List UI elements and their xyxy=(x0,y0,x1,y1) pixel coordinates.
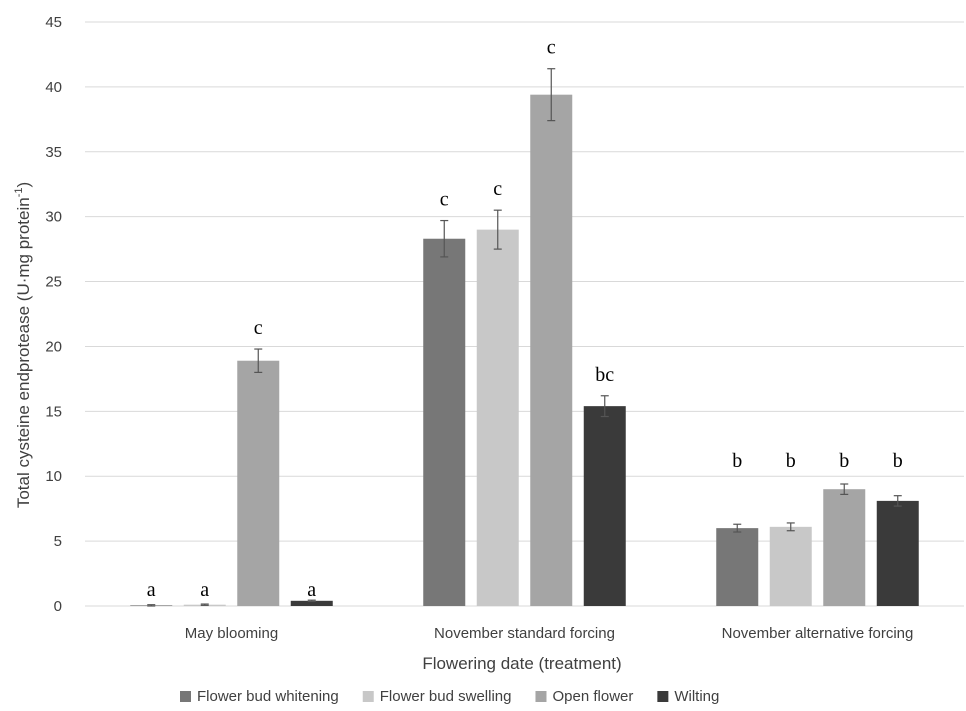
significance-label: a xyxy=(147,579,156,601)
significance-label: bc xyxy=(595,364,614,386)
bar xyxy=(823,489,866,606)
x-axis-title: Flowering date (treatment) xyxy=(422,654,621,673)
significance-label: b xyxy=(893,450,903,472)
bars: a a c a c c c bc b b b b xyxy=(130,37,919,607)
y-tick-label: 35 xyxy=(45,144,62,161)
legend-label: Flower bud swelling xyxy=(380,688,512,705)
significance-label: c xyxy=(493,178,502,200)
gridlines xyxy=(85,21,964,607)
significance-label: c xyxy=(547,37,556,59)
significance-label: b xyxy=(732,450,742,472)
y-tick-label: 10 xyxy=(45,468,62,485)
significance-label: a xyxy=(200,579,209,601)
y-tick-label: 5 xyxy=(54,533,62,550)
y-tick-label: 40 xyxy=(45,79,62,96)
bar xyxy=(237,360,280,606)
legend-label: Flower bud whitening xyxy=(197,688,339,705)
y-tick-label: 30 xyxy=(45,209,62,226)
legend: Flower bud whitening Flower bud swelling O… xyxy=(180,688,719,705)
significance-label: c xyxy=(440,189,449,211)
significance-label: b xyxy=(786,450,796,472)
y-axis-title: Total cysteine endprotease (U·mg protein… xyxy=(13,182,33,508)
legend-swatch xyxy=(362,691,374,702)
x-category-label: November standard forcing xyxy=(434,625,615,642)
y-axis-title-superscript: -1 xyxy=(13,188,25,198)
bar xyxy=(716,528,759,606)
significance-label: a xyxy=(307,579,316,601)
y-tick-label: 20 xyxy=(45,338,62,355)
y-tick-label: 15 xyxy=(45,403,62,420)
significance-label: b xyxy=(839,450,849,472)
bar xyxy=(423,238,466,606)
y-axis-title-main: Total cysteine endprotease (U·mg protein xyxy=(14,197,33,508)
y-tick-label: 45 xyxy=(45,14,62,31)
y-axis-ticks: 0 5 10 15 20 25 30 35 40 45 xyxy=(45,14,62,615)
legend-label: Wilting xyxy=(674,688,719,705)
bar xyxy=(290,600,333,606)
y-tick-label: 0 xyxy=(54,598,62,615)
legend-swatch xyxy=(180,691,191,702)
legend-label: Open flower xyxy=(552,688,633,705)
bar xyxy=(876,500,919,606)
significance-label: c xyxy=(254,317,263,339)
y-tick-label: 25 xyxy=(45,274,62,291)
bar xyxy=(583,406,626,606)
y-axis-title-close: ) xyxy=(14,182,33,188)
legend-swatch xyxy=(657,691,669,702)
bar xyxy=(476,229,519,606)
legend-swatch xyxy=(535,691,547,702)
bar xyxy=(530,94,573,607)
x-category-label: November alternative forcing xyxy=(722,625,914,642)
x-category-label: May blooming xyxy=(185,625,278,642)
x-axis-categories: May blooming November standard forcing Nov… xyxy=(185,625,914,642)
bar xyxy=(769,526,812,606)
